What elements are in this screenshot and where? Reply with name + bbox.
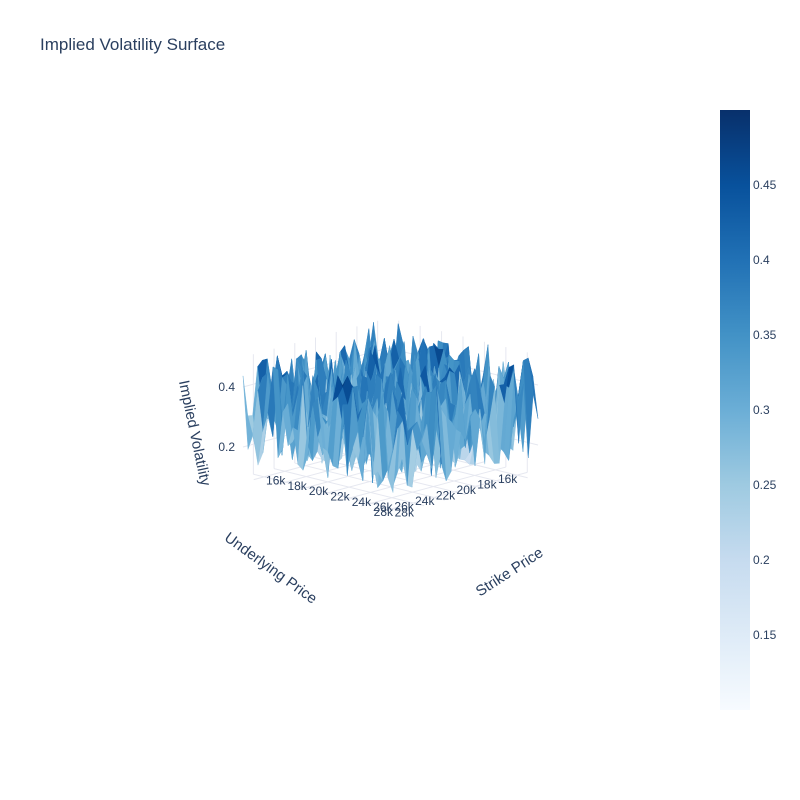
z-tick-label: 0.2 [218, 440, 235, 454]
colorbar-tick-label: 0.25 [753, 478, 777, 492]
colorbar-gradient [720, 110, 750, 710]
y-tick-label: 26k [394, 500, 414, 514]
x-tick-label: 20k [309, 484, 329, 498]
y-tick-label: 20k [457, 483, 477, 497]
grid-line [253, 473, 404, 512]
y-tick-label: 18k [477, 477, 497, 491]
grid-line [273, 468, 425, 507]
y-tick-label: 24k [415, 494, 435, 508]
colorbar-tick-label: 0.15 [753, 628, 777, 642]
y-tick-label: 16k [498, 472, 518, 486]
chart-title: Implied Volatility Surface [40, 35, 225, 54]
grid-line [294, 462, 445, 501]
z-axis-title: Implied Volatility [175, 379, 214, 488]
x-tick-label: 18k [287, 479, 307, 493]
x-tick-label: 16k [266, 474, 286, 488]
x-tick-label: 28k [395, 505, 415, 519]
colorbar-ticks: 0.15 0.2 0.25 0.3 0.35 0.4 0.45 [753, 178, 777, 642]
colorbar-tick-label: 0.2 [753, 553, 770, 567]
surface-patch [242, 375, 254, 450]
colorbar-tick-label: 0.3 [753, 403, 770, 417]
y-tick-label: 28k [374, 505, 394, 519]
x-axis-title: Strike Price [473, 544, 547, 600]
surface-patch [387, 428, 398, 493]
y-axis-title: Underlying Price [221, 529, 320, 607]
x-tick-label: 24k [352, 495, 372, 509]
colorbar-tick-label: 0.35 [753, 328, 777, 342]
surface [242, 322, 539, 493]
colorbar-tick-label: 0.45 [753, 178, 777, 192]
y-tick-label: 22k [436, 489, 456, 503]
z-tick-label: 0.4 [218, 380, 235, 394]
colorbar-tick-label: 0.4 [753, 253, 770, 267]
colorbar: 0.15 0.2 0.25 0.3 0.35 0.4 0.45 [720, 110, 777, 710]
x-tick-label: 22k [330, 490, 350, 504]
x-tick-label: 26k [373, 500, 393, 514]
